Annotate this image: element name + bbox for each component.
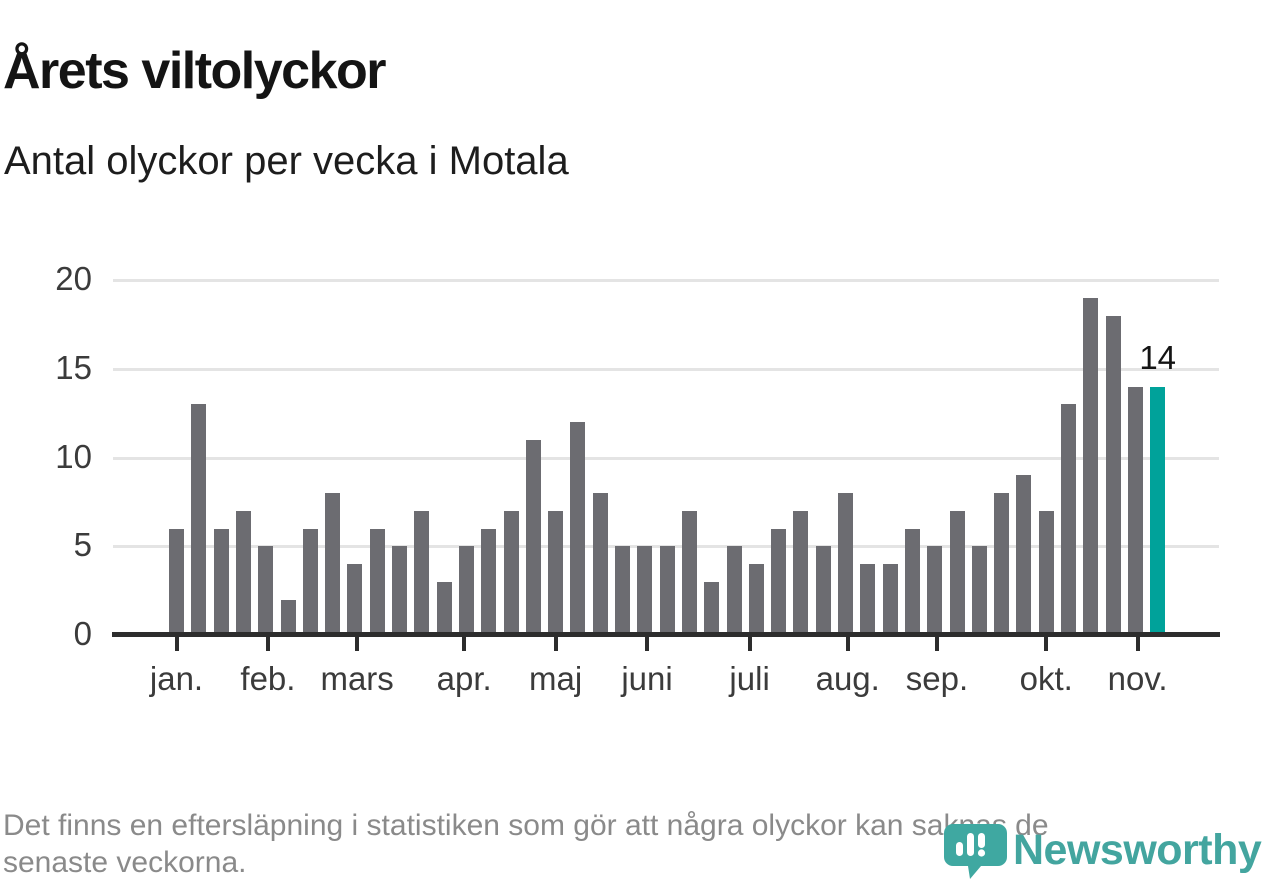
bar-week-7 <box>302 528 318 635</box>
bar-week-19 <box>570 422 586 635</box>
footnote: Det finns en eftersläpning i statistiken… <box>3 807 1259 879</box>
bar-current-week-highlight <box>1150 386 1166 635</box>
x-axis-tick <box>1135 637 1140 651</box>
bar-week-8 <box>325 493 341 635</box>
bar-week-26 <box>726 546 742 635</box>
bar-week-36 <box>949 510 965 635</box>
bar-week-33 <box>882 564 898 635</box>
bar-week-24 <box>681 510 697 635</box>
bar-week-6 <box>280 599 296 635</box>
bar-week-40 <box>1038 510 1054 635</box>
bar-week-20 <box>592 493 608 635</box>
x-axis-tick <box>845 637 850 651</box>
y-axis-label: 20 <box>55 260 92 298</box>
x-axis-month-label: juni <box>621 660 673 697</box>
chart-title: Årets viltolyckor <box>3 41 387 100</box>
speech-bubble-shape <box>944 824 1007 879</box>
bar-week-15 <box>481 528 497 635</box>
bar-week-37 <box>971 546 987 635</box>
x-axis-month-label: sep. <box>905 660 969 697</box>
x-axis-month-label: apr. <box>436 660 492 697</box>
bar-week-18 <box>548 510 564 635</box>
bar-week-13 <box>436 581 452 635</box>
x-axis-month-label: nov. <box>1107 660 1168 697</box>
bar-week-17 <box>525 439 541 635</box>
bar-week-28 <box>771 528 787 635</box>
bar-week-3 <box>213 528 229 635</box>
x-axis-line <box>112 632 1220 637</box>
x-axis-month-label: juli <box>729 660 770 697</box>
x-axis-month-label: okt. <box>1019 660 1073 697</box>
x-axis-month-label: maj <box>529 660 583 697</box>
current-week-value-label: 14 <box>1139 339 1177 376</box>
x-axis-tick <box>462 637 467 651</box>
x-axis-tick <box>553 637 558 651</box>
bar-week-38 <box>994 493 1010 635</box>
y-axis-label: 10 <box>55 437 92 475</box>
newsworthy-wordmark: Newsworthy <box>1013 826 1262 874</box>
chart-subtitle: Antal olyckor per vecka i Motala <box>4 139 569 183</box>
x-axis-month-label: feb. <box>240 660 296 697</box>
bar-week-31 <box>838 493 853 635</box>
footnote-line: senaste veckorna. <box>3 846 247 879</box>
bar-week-21 <box>615 546 630 635</box>
bar-week-16 <box>503 510 519 635</box>
x-axis-tick <box>747 637 752 651</box>
bar-week-44 <box>1127 386 1143 635</box>
bar-week-25 <box>704 581 720 635</box>
footnote-line: Det finns en eftersläpning i statistiken… <box>3 809 1049 842</box>
bar-week-2 <box>191 404 207 635</box>
x-axis-tick <box>934 637 939 651</box>
bar-week-43 <box>1105 315 1121 635</box>
bar-week-35 <box>927 546 943 635</box>
gridline <box>113 456 1219 460</box>
bar-week-29 <box>793 510 809 635</box>
bar-week-23 <box>659 546 675 635</box>
x-axis-tick <box>174 637 179 651</box>
newsworthy-logo-icon <box>944 824 1007 879</box>
bar-week-41 <box>1061 404 1076 635</box>
x-axis-month-label: mars <box>320 660 394 697</box>
bar-week-34 <box>904 528 920 635</box>
bar-week-39 <box>1016 475 1032 635</box>
bar-week-42 <box>1083 297 1099 635</box>
y-axis-label: 15 <box>55 348 92 386</box>
bar-week-30 <box>815 546 831 635</box>
bar-week-9 <box>347 564 363 635</box>
x-axis-month-label: aug. <box>815 660 880 697</box>
x-axis-month-label: jan. <box>149 660 204 697</box>
x-axis-tick <box>1044 637 1049 651</box>
gridline <box>113 279 1219 282</box>
bar-week-1 <box>169 528 184 635</box>
bar-week-14 <box>458 546 474 635</box>
bar-week-10 <box>369 528 385 635</box>
bar-week-32 <box>860 564 876 635</box>
x-axis-tick <box>645 637 650 651</box>
bar-week-11 <box>392 546 407 635</box>
bar-week-27 <box>748 564 764 635</box>
x-axis-tick <box>355 637 360 651</box>
bar-week-12 <box>414 510 430 635</box>
y-axis-label: 0 <box>73 615 92 653</box>
bar-week-5 <box>258 546 274 635</box>
bar-week-22 <box>637 546 653 635</box>
y-axis-label: 5 <box>73 526 92 564</box>
chart-bars-glyph <box>956 833 986 857</box>
bar-week-4 <box>235 510 251 635</box>
x-axis-tick <box>265 637 270 651</box>
gridline <box>113 367 1219 371</box>
